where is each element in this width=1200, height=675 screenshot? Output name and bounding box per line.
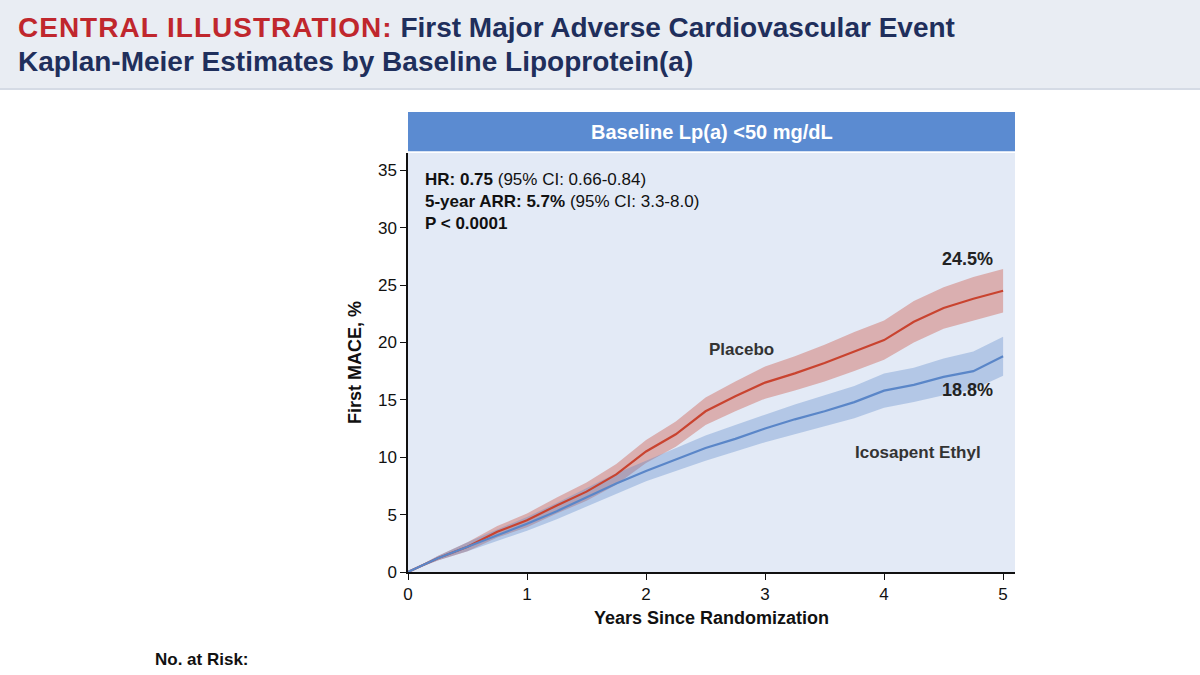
svg-text:18.8%: 18.8% — [942, 380, 993, 400]
svg-text:24.5%: 24.5% — [942, 249, 993, 269]
svg-text:2: 2 — [641, 585, 650, 604]
svg-text:1: 1 — [522, 585, 531, 604]
svg-text:HR: 0.75 (95% CI: 0.66-0.84)5-: HR: 0.75 (95% CI: 0.66-0.84)5-year ARR: … — [425, 170, 699, 233]
svg-text:Icosapent Ethyl: Icosapent Ethyl — [855, 443, 981, 462]
svg-text:25: 25 — [378, 276, 397, 295]
svg-text:35: 35 — [378, 161, 397, 180]
svg-text:First MACE, %: First MACE, % — [345, 301, 365, 424]
svg-text:Baseline Lp(a) <50 mg/dL: Baseline Lp(a) <50 mg/dL — [591, 121, 833, 143]
svg-text:3: 3 — [760, 585, 769, 604]
svg-text:20: 20 — [378, 333, 397, 352]
svg-text:Years Since Randomization: Years Since Randomization — [594, 608, 829, 628]
html-text:CENTRAL ILLUSTRATION: First Ma: CENTRAL ILLUSTRATION: First Major Advers… — [18, 12, 955, 43]
svg-text:5: 5 — [387, 506, 396, 525]
html-text:No. at Risk:: No. at Risk: — [155, 650, 249, 669]
svg-text:10: 10 — [378, 448, 397, 467]
svg-text:15: 15 — [378, 391, 397, 410]
svg-text:0: 0 — [403, 585, 412, 604]
svg-text:4: 4 — [879, 585, 888, 604]
svg-text:0: 0 — [387, 563, 396, 582]
svg-text:30: 30 — [378, 219, 397, 238]
svg-text:Placebo: Placebo — [709, 340, 774, 359]
svg-text:5: 5 — [998, 585, 1007, 604]
html-text:Kaplan-Meier Estimates by Base: Kaplan-Meier Estimates by Baseline Lipop… — [18, 46, 694, 77]
